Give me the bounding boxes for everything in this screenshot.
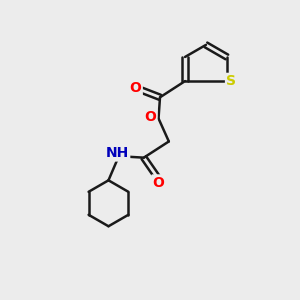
Text: O: O (153, 176, 164, 190)
Text: S: S (226, 74, 236, 88)
Text: NH: NH (106, 146, 129, 160)
Text: O: O (144, 110, 156, 124)
Text: O: O (130, 82, 142, 95)
